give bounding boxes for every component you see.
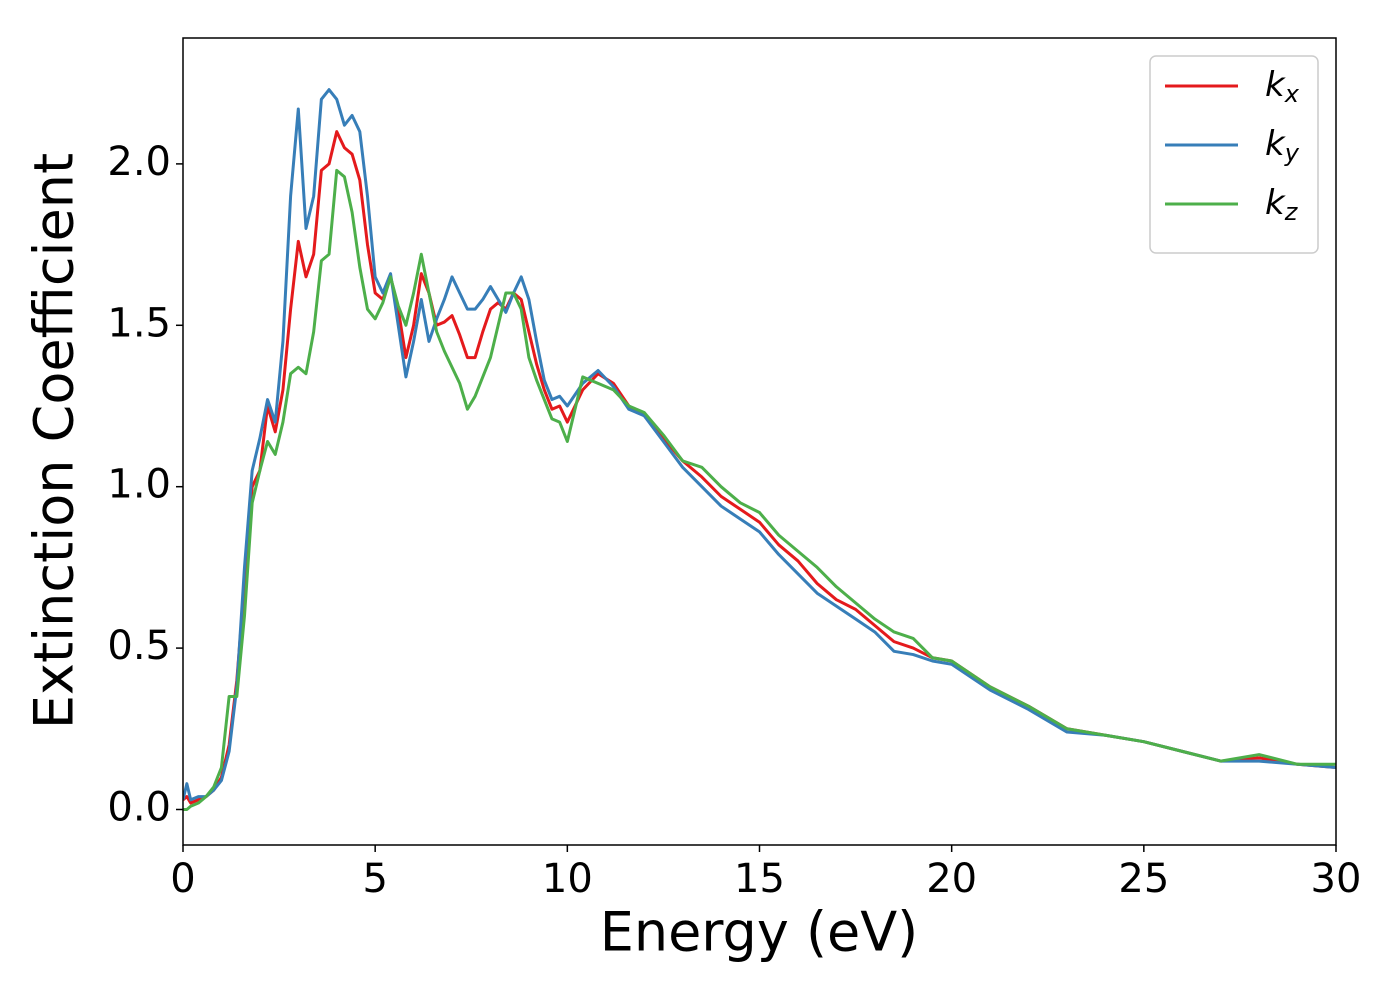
x-tick-label: 0 [170, 856, 195, 902]
y-tick-label: 1.5 [107, 300, 171, 346]
line-series [183, 130, 1336, 805]
y-axis-label: Extinction Coefficient [23, 153, 86, 729]
legend-label: kx [1265, 65, 1300, 109]
x-axis-label: Energy (eV) [600, 901, 919, 964]
plot-frame [182, 37, 1337, 846]
legend-label: ky [1265, 124, 1300, 168]
x-tick-label: 20 [926, 856, 977, 902]
x-tick-label: 25 [1118, 856, 1169, 902]
legend-label: kz [1265, 183, 1299, 227]
y-tick-label: 0.0 [107, 784, 171, 830]
y-tick-label: 1.0 [107, 462, 171, 508]
x-tick-label: 15 [734, 856, 785, 902]
x-tick-label: 5 [362, 856, 387, 902]
y-tick-label: 2.0 [107, 139, 171, 185]
y-tick-label: 0.5 [107, 623, 171, 669]
x-tick-label: 30 [1311, 856, 1362, 902]
line-series [183, 88, 1336, 802]
x-tick-label: 10 [542, 856, 593, 902]
line-series [183, 168, 1336, 811]
